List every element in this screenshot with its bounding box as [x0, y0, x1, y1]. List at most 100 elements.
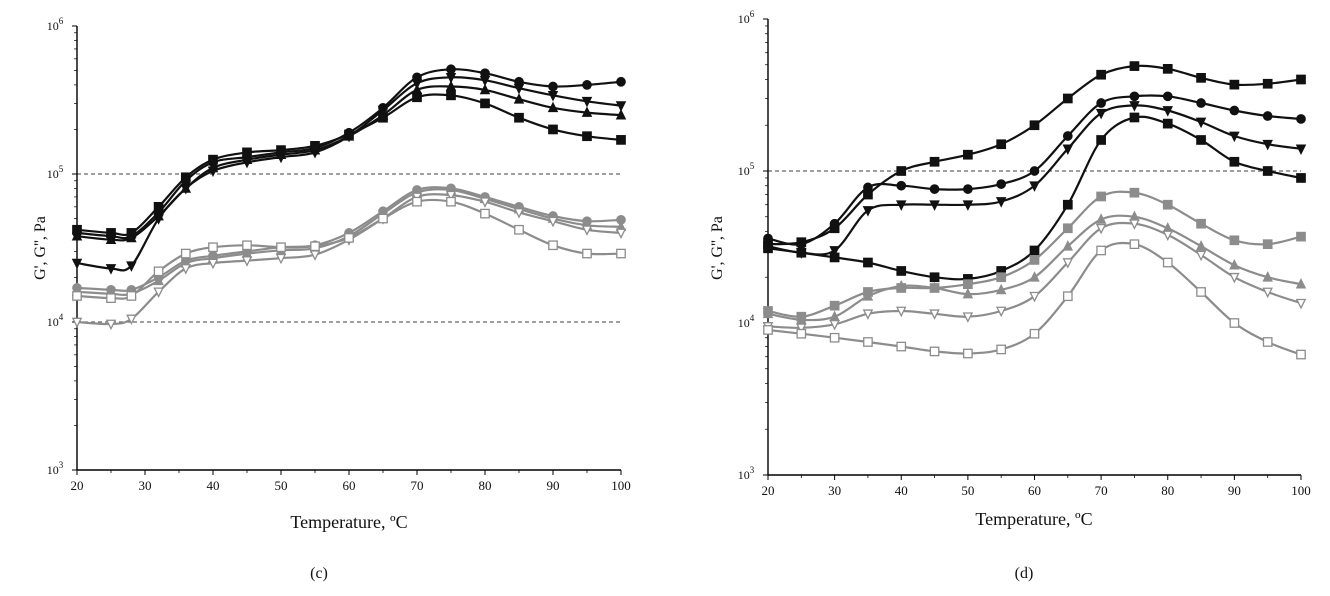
data-point: [1262, 78, 1273, 89]
data-point: [1229, 259, 1240, 270]
data-point: [862, 309, 874, 320]
x-tick-label: 20: [71, 478, 84, 493]
data-point: [1262, 239, 1273, 250]
data-point: [581, 96, 593, 108]
chart-c: 20 30 40 50 60 70 80 90 100 103 104 105 106 Temperatu…: [32, 16, 631, 582]
data-point: [105, 233, 117, 245]
x-tick-label: 80: [1161, 483, 1174, 498]
data-point: [344, 233, 354, 243]
x-tick-label: 100: [1291, 483, 1311, 498]
data-point: [106, 228, 116, 238]
series-1: [763, 91, 1306, 250]
x-tick-label: 80: [479, 478, 492, 493]
y-tick-label: 103: [47, 460, 64, 477]
data-point: [615, 101, 627, 112]
data-point: [863, 337, 873, 347]
series-2: [762, 101, 1307, 259]
data-point: [479, 197, 491, 208]
x-tick-label: 40: [895, 483, 908, 498]
data-point: [1296, 114, 1306, 124]
y-tick-label: 105: [47, 164, 64, 181]
data-point: [548, 124, 558, 135]
data-point: [1295, 298, 1307, 310]
data-point: [1162, 106, 1174, 117]
data-point: [582, 131, 592, 142]
series-line: [767, 64, 1302, 246]
x-tick-label: 20: [762, 483, 775, 498]
data-point: [963, 279, 973, 290]
data-point: [126, 261, 137, 272]
x-axis-label: Temperature, ºC: [975, 509, 1092, 529]
data-point: [1096, 135, 1106, 145]
data-point: [1162, 63, 1173, 74]
data-point: [996, 139, 1007, 150]
data-point: [1196, 73, 1206, 83]
data-point: [1095, 223, 1107, 235]
y-axis-label: G', G'', Pa: [709, 216, 726, 280]
data-point: [615, 228, 627, 240]
data-point: [1196, 218, 1206, 229]
data-point: [1195, 240, 1207, 251]
data-point: [1062, 240, 1074, 251]
data-point: [862, 290, 874, 301]
data-point: [1062, 223, 1073, 234]
data-point: [153, 287, 164, 298]
data-point: [995, 283, 1007, 295]
data-point: [1062, 199, 1073, 210]
y-tick-label: 105: [738, 161, 755, 178]
data-point: [896, 166, 907, 176]
data-point: [1062, 291, 1073, 302]
x-tick-label: 70: [1095, 483, 1108, 498]
series-3: [763, 112, 1306, 284]
data-point: [929, 281, 940, 293]
data-point: [1129, 101, 1140, 112]
x-tick-label: 30: [828, 483, 841, 498]
data-point: [180, 182, 192, 193]
data-point: [1129, 112, 1140, 123]
data-point: [208, 154, 218, 165]
data-point: [445, 72, 457, 84]
data-point: [513, 93, 525, 104]
data-point: [1162, 199, 1173, 210]
data-point: [1029, 166, 1040, 176]
series-6: [762, 219, 1307, 334]
data-point: [929, 346, 940, 357]
data-point: [241, 256, 253, 267]
data-point: [1029, 181, 1040, 192]
data-point: [1262, 287, 1273, 299]
data-point: [1195, 117, 1207, 129]
data-point: [796, 239, 807, 250]
series-7: [72, 196, 626, 303]
data-point: [1062, 144, 1074, 155]
data-point: [126, 291, 137, 301]
x-tick-label: 30: [139, 478, 152, 493]
data-point: [929, 156, 940, 167]
data-point: [1096, 98, 1106, 108]
data-point: [446, 90, 456, 101]
data-point: [862, 206, 874, 217]
series-3: [72, 90, 626, 238]
data-point: [513, 208, 525, 219]
data-point: [153, 266, 164, 277]
data-point: [412, 92, 422, 103]
data-point: [616, 76, 626, 87]
y-tick-label: 104: [738, 313, 755, 330]
data-point: [895, 200, 907, 211]
data-point: [105, 264, 117, 275]
data-point: [615, 108, 627, 120]
data-point: [1062, 131, 1073, 141]
data-point: [1062, 93, 1073, 104]
data-point: [895, 306, 907, 318]
data-point: [479, 83, 491, 95]
data-point: [996, 272, 1007, 283]
x-tick-label: 90: [547, 478, 560, 493]
data-point: [1029, 271, 1040, 282]
data-point: [547, 101, 559, 113]
data-point: [1162, 257, 1173, 268]
data-point: [71, 317, 83, 329]
series-7: [763, 239, 1306, 360]
data-point: [963, 149, 973, 160]
data-point: [829, 246, 840, 257]
data-point: [829, 332, 840, 343]
data-point: [1095, 108, 1107, 120]
